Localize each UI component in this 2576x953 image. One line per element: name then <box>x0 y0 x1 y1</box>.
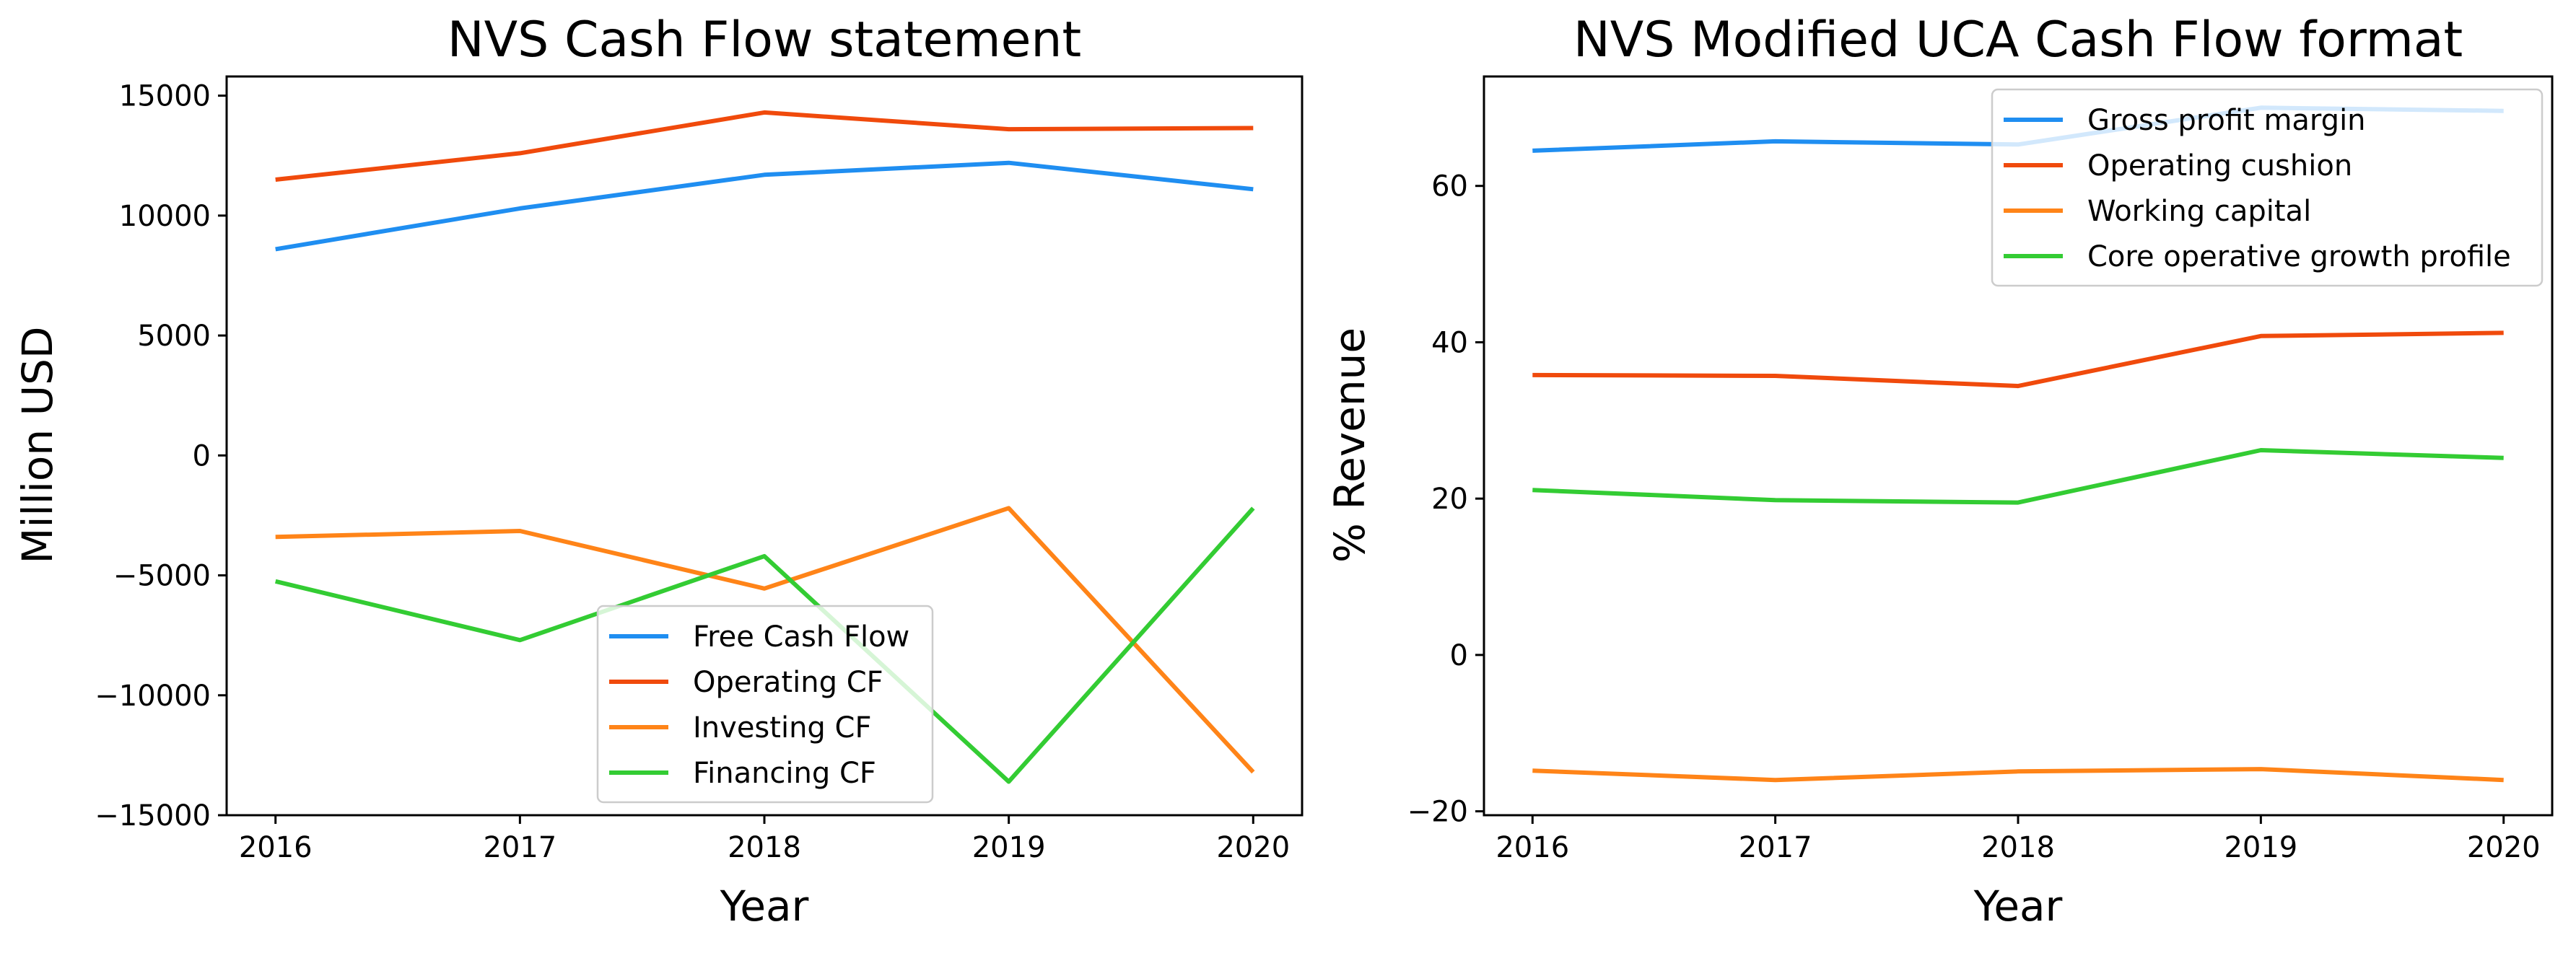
series-line <box>275 110 1254 182</box>
y-tick-label: 20 <box>1431 483 1468 516</box>
x-axis-label: Year <box>720 882 809 931</box>
legend-entry: Operating CF <box>693 666 883 699</box>
y-tick-label: −20 <box>1407 796 1468 829</box>
series-line <box>1532 448 2504 505</box>
series-lines <box>274 110 1255 784</box>
axis-ticks: 2016 2017 2018 2019 2020 −15000 −10000 −5000 0 50… <box>95 80 1290 864</box>
y-tick-label: 60 <box>1431 170 1468 203</box>
plot-frame <box>225 75 1304 817</box>
chart-title: NVS Modified UCA Cash Flow format <box>1573 12 2463 69</box>
x-tick-label: 2018 <box>728 831 801 864</box>
x-tick-label: 2016 <box>239 831 313 864</box>
axis-ticks: 2016 2017 2018 2019 2020 −20 0 20 40 60 <box>1407 170 2541 864</box>
x-tick-label: 2019 <box>2224 831 2297 864</box>
series-line <box>275 160 1254 252</box>
legend-entry: Investing CF <box>693 711 871 745</box>
legend-entry: Financing CF <box>693 757 876 790</box>
legend: Gross profit margin Operating cushion Work… <box>1991 88 2544 287</box>
y-tick-label: 10000 <box>119 200 211 233</box>
x-tick-label: 2019 <box>972 831 1046 864</box>
x-tick-label: 2018 <box>1981 831 2055 864</box>
y-tick-label: 0 <box>1450 639 1468 672</box>
legend-entry: Free Cash Flow <box>693 620 909 654</box>
legend-entry: Core operative growth profile <box>2087 240 2511 273</box>
plot-frame <box>1483 75 2554 817</box>
y-tick-label: 15000 <box>119 80 211 113</box>
chart-title: NVS Cash Flow statement <box>447 12 1081 69</box>
chart-modified-uca-cash-flow: NVS Modified UCA Cash Flow format % Reve… <box>1325 12 2554 931</box>
x-tick-label: 2020 <box>1216 831 1290 864</box>
series-line <box>1532 330 2504 389</box>
legend: Free Cash Flow Operating CF Investing CF Fi… <box>596 605 934 804</box>
y-axis-label: % Revenue <box>1325 328 1374 563</box>
y-tick-label: −15000 <box>95 799 211 833</box>
y-tick-label: 40 <box>1431 326 1468 359</box>
y-tick-label: −5000 <box>113 560 211 593</box>
y-tick-label: 5000 <box>137 320 211 353</box>
x-axis-label: Year <box>1973 882 2063 931</box>
legend-entry: Gross profit margin <box>2087 104 2366 137</box>
y-axis-label: Million USD <box>13 326 62 563</box>
series-line <box>274 506 1255 784</box>
x-tick-label: 2016 <box>1496 831 1569 864</box>
series-line <box>275 506 1255 774</box>
y-tick-label: −10000 <box>95 680 211 713</box>
series-line <box>1532 767 2504 783</box>
legend-entry: Working capital <box>2087 195 2311 228</box>
chart-cash-flow-statement: NVS Cash Flow statement Million USD Year… <box>13 12 1304 931</box>
x-tick-label: 2020 <box>2467 831 2541 864</box>
legend-entry: Operating cushion <box>2087 149 2352 183</box>
y-tick-label: 0 <box>193 439 211 473</box>
legend-box <box>1991 88 2544 287</box>
legend-box <box>596 605 934 804</box>
x-tick-label: 2017 <box>1739 831 1812 864</box>
x-tick-label: 2017 <box>483 831 556 864</box>
